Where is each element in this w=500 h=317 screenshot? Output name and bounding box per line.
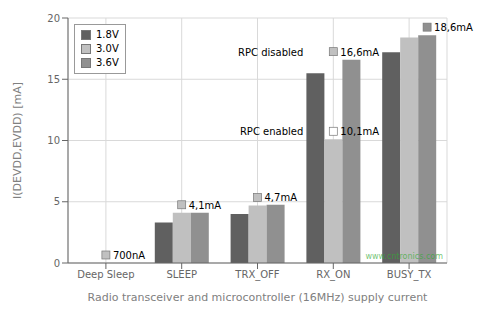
svg-text:RPC disabled: RPC disabled bbox=[238, 47, 303, 58]
svg-text:Deep Sleep: Deep Sleep bbox=[77, 269, 134, 280]
svg-text:0: 0 bbox=[54, 258, 60, 269]
svg-text:15: 15 bbox=[47, 74, 60, 85]
svg-text:700nA: 700nA bbox=[113, 250, 145, 261]
svg-text:RX_ON: RX_ON bbox=[316, 269, 350, 281]
svg-text:4,7mA: 4,7mA bbox=[265, 192, 298, 203]
svg-text:RPC enabled: RPC enabled bbox=[240, 126, 303, 137]
svg-text:BUSY_TX: BUSY_TX bbox=[387, 269, 432, 281]
svg-text:TRX_OFF: TRX_OFF bbox=[234, 269, 280, 281]
svg-text:10: 10 bbox=[47, 135, 60, 146]
svg-text:Radio transceiver and microcon: Radio transceiver and microcontroller (1… bbox=[88, 291, 429, 304]
svg-text:18,6mA: 18,6mA bbox=[434, 22, 473, 33]
html-text:1.8V: 1.8V bbox=[96, 29, 119, 40]
svg-text:SLEEP: SLEEP bbox=[166, 269, 197, 280]
svg-text:www.cntronics.com: www.cntronics.com bbox=[365, 252, 443, 261]
svg-text:4,1mA: 4,1mA bbox=[189, 200, 222, 211]
svg-text:I(DEVDD,EVDD) [mA]: I(DEVDD,EVDD) [mA] bbox=[11, 82, 24, 199]
svg-text:5: 5 bbox=[54, 196, 60, 207]
html-text:3.6V: 3.6V bbox=[96, 57, 119, 68]
svg-text:16,6mA: 16,6mA bbox=[340, 47, 379, 58]
svg-text:20: 20 bbox=[47, 13, 60, 24]
svg-text:10,1mA: 10,1mA bbox=[340, 126, 379, 137]
html-text:3.0V: 3.0V bbox=[96, 43, 119, 54]
